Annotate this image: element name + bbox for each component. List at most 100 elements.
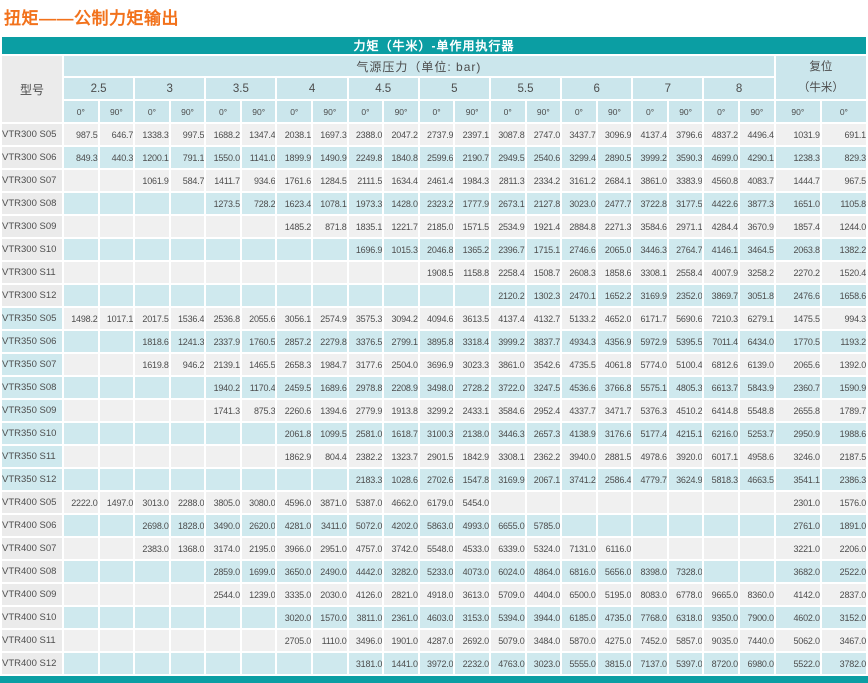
torque-cell: 1520.4	[821, 262, 866, 283]
torque-cell: 2540.6	[526, 147, 561, 168]
torque-cell	[704, 515, 738, 536]
torque-cell: 1921.4	[526, 216, 561, 237]
torque-cell: 3051.8	[739, 285, 774, 306]
torque-cell	[313, 239, 347, 260]
torque-cell: 1984.7	[313, 354, 347, 375]
torque-cell: 3177.6	[348, 354, 383, 375]
torque-cell: 3682.0	[775, 561, 820, 582]
reset-header-line1: 复位	[809, 60, 833, 73]
torque-cell	[135, 630, 169, 651]
torque-cell: 2396.7	[490, 239, 525, 260]
torque-cell: 691.1	[821, 124, 866, 145]
torque-cell: 4735.0	[597, 607, 632, 628]
torque-cell: 4215.1	[668, 423, 703, 444]
torque-cell: 4510.2	[668, 400, 703, 421]
torque-cell	[313, 285, 347, 306]
torque-cell: 2361.0	[384, 607, 418, 628]
torque-cell	[313, 262, 347, 283]
torque-cell: 4735.5	[562, 354, 596, 375]
model-column-header: 型号	[2, 56, 62, 122]
torque-cell: 1761.6	[277, 170, 312, 191]
torque-cell: 5324.0	[526, 538, 561, 559]
torque-cell: 1862.9	[277, 446, 312, 467]
torque-cell: 3161.2	[562, 170, 596, 191]
torque-cell	[170, 561, 205, 582]
torque-cell: 2470.1	[562, 285, 596, 306]
table-row: VTR300 S09 1485.2 871.8 1835.1 1221.7 2185.0 1…	[2, 216, 866, 237]
table-row: VTR350 S05 1498.2 1017.1 2017.5 1536.4 2536.8…	[2, 308, 866, 329]
torque-cell: 1099.5	[313, 423, 347, 444]
torque-cell: 871.8	[313, 216, 347, 237]
torque-cell: 2046.8	[419, 239, 454, 260]
degree-header-7-90: 90°	[668, 101, 703, 122]
torque-cell: 2386.3	[821, 469, 866, 490]
torque-cell: 1239.0	[241, 584, 276, 605]
torque-cell	[64, 561, 98, 582]
torque-cell: 4757.0	[348, 538, 383, 559]
torque-cell: 9350.0	[704, 607, 738, 628]
torque-cell	[206, 423, 240, 444]
torque-cell: 2620.0	[241, 515, 276, 536]
torque-cell: 6171.7	[633, 308, 667, 329]
torque-cell: 3861.0	[490, 354, 525, 375]
torque-cell: 1984.3	[455, 170, 489, 191]
torque-cell: 3177.5	[668, 193, 703, 214]
torque-cell: 5454.0	[455, 492, 489, 513]
model-cell: VTR350 S09	[2, 400, 62, 421]
torque-cell: 3169.9	[633, 285, 667, 306]
torque-cell: 4779.7	[633, 469, 667, 490]
torque-cell: 4663.5	[739, 469, 774, 490]
torque-cell	[739, 538, 774, 559]
torque-cell	[170, 423, 205, 444]
torque-table: 力矩（牛米）-单作用执行器 型号 气源压力（单位: bar) 复位 （牛米） 2…	[0, 35, 868, 676]
torque-cell	[348, 262, 383, 283]
torque-cell: 4602.0	[775, 607, 820, 628]
torque-cell	[668, 515, 703, 536]
torque-cell: 2382.2	[348, 446, 383, 467]
model-cell: VTR350 S12	[2, 469, 62, 490]
torque-cell: 3869.7	[704, 285, 738, 306]
torque-cell: 1017.1	[99, 308, 134, 329]
torque-cell: 1392.0	[821, 354, 866, 375]
torque-cell: 4142.0	[775, 584, 820, 605]
torque-cell: 5387.0	[348, 492, 383, 513]
torque-cell: 5785.0	[526, 515, 561, 536]
torque-cell	[384, 262, 418, 283]
torque-cell: 4146.1	[704, 239, 738, 260]
model-cell: VTR400 S06	[2, 515, 62, 536]
torque-cell: 3796.6	[668, 124, 703, 145]
torque-cell: 6816.0	[562, 561, 596, 582]
model-cell: VTR400 S12	[2, 653, 62, 674]
torque-cell: 4290.1	[739, 147, 774, 168]
torque-cell: 1618.7	[384, 423, 418, 444]
torque-cell: 1840.8	[384, 147, 418, 168]
torque-cell	[99, 193, 134, 214]
torque-cell: 1651.0	[775, 193, 820, 214]
torque-cell: 1899.9	[277, 147, 312, 168]
torque-cell: 2684.1	[597, 170, 632, 191]
torque-cell: 1028.6	[384, 469, 418, 490]
model-cell: VTR300 S06	[2, 147, 62, 168]
torque-cell	[206, 630, 240, 651]
degree-header-4-0: 0°	[277, 101, 312, 122]
torque-cell: 2558.4	[668, 262, 703, 283]
torque-cell: 3258.2	[739, 262, 774, 283]
torque-cell: 3100.3	[419, 423, 454, 444]
torque-cell	[704, 538, 738, 559]
torque-cell: 2971.1	[668, 216, 703, 237]
torque-cell	[99, 469, 134, 490]
torque-cell: 3383.9	[668, 170, 703, 191]
torque-cell: 3999.2	[490, 331, 525, 352]
model-cell: VTR300 S09	[2, 216, 62, 237]
torque-cell	[64, 400, 98, 421]
torque-cell: 3670.9	[739, 216, 774, 237]
torque-cell: 2388.0	[348, 124, 383, 145]
torque-cell	[135, 216, 169, 237]
torque-cell: 2534.9	[490, 216, 525, 237]
torque-cell	[241, 216, 276, 237]
torque-cell: 5555.0	[562, 653, 596, 674]
torque-cell	[64, 331, 98, 352]
torque-cell: 7768.0	[633, 607, 667, 628]
torque-cell: 6414.8	[704, 400, 738, 421]
torque-cell: 728.2	[241, 193, 276, 214]
